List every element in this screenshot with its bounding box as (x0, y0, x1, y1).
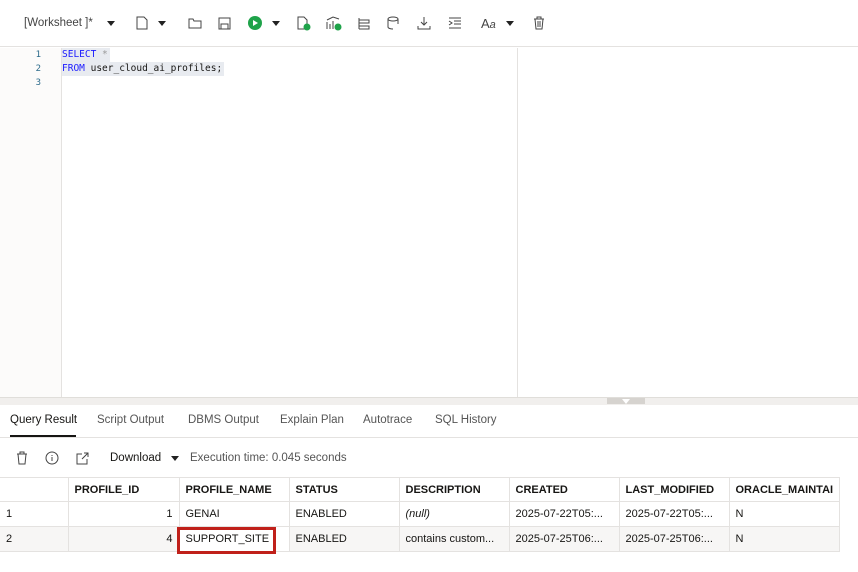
cell[interactable]: 2025-07-22T05:... (619, 501, 730, 527)
active-tab-indicator (10, 435, 76, 437)
new-file-button[interactable] (136, 14, 166, 32)
sql-history-icon (387, 16, 399, 30)
font-case-button[interactable]: Aa (481, 14, 514, 32)
clear-results-button[interactable] (16, 449, 28, 467)
tab-script-output[interactable]: Script Output (97, 414, 165, 426)
column-header[interactable]: STATUS (289, 477, 400, 502)
cell[interactable]: 2025-07-25T06:... (509, 526, 620, 552)
cell[interactable]: 2025-07-22T05:... (509, 501, 620, 527)
column-header[interactable]: PROFILE_NAME (179, 477, 290, 502)
line-number: 3 (35, 78, 41, 88)
code-text: * (96, 49, 108, 60)
cell[interactable]: (null) (399, 501, 510, 527)
column-header[interactable]: PROFILE_ID (68, 477, 180, 502)
info-icon (45, 451, 59, 465)
format-button[interactable] (448, 14, 462, 32)
sql-history-button[interactable] (387, 14, 401, 32)
download-label: Download (110, 452, 162, 464)
external-link-icon (76, 452, 89, 464)
splitter-handle[interactable] (607, 398, 645, 404)
highlight-box (177, 527, 276, 554)
chevron-down-icon (106, 20, 115, 26)
cell[interactable]: 2025-07-25T06:... (619, 526, 730, 552)
table-row[interactable]: 1 1 GENAI ENABLED (null) 2025-07-22T05:.… (0, 501, 840, 527)
keyword: SELECT (62, 49, 97, 60)
line-number: 2 (35, 64, 41, 74)
autotrace-button[interactable] (357, 14, 371, 32)
info-button[interactable] (45, 449, 59, 467)
run-icon (248, 16, 262, 30)
pane-splitter[interactable] (0, 397, 858, 405)
row-number[interactable]: 2 (0, 526, 69, 552)
code-text: user_cloud_ai_profiles; (84, 63, 223, 74)
new-file-icon (136, 16, 148, 30)
cell[interactable]: ENABLED (289, 501, 400, 527)
cell[interactable]: contains custom... (399, 526, 510, 552)
column-header[interactable]: DESCRIPTION (399, 477, 510, 502)
column-header[interactable]: LAST_MODIFIED (619, 477, 730, 502)
column-header[interactable] (0, 477, 69, 502)
run-script-icon (297, 16, 311, 30)
download-icon (417, 17, 431, 30)
line-gutter: 1 2 3 (0, 48, 62, 397)
tab-sql-history[interactable]: SQL History (435, 414, 497, 426)
open-button[interactable] (188, 14, 202, 32)
tab-dbms-output[interactable]: DBMS Output (188, 414, 259, 426)
open-folder-icon (188, 18, 202, 29)
open-in-new-button[interactable] (76, 449, 89, 467)
row-number[interactable]: 1 (0, 501, 69, 527)
cell[interactable]: 4 (68, 526, 180, 552)
table-row[interactable]: 2 4 SUPPORT_SITE ENABLED contains custom… (0, 526, 840, 552)
chevron-down-icon (171, 455, 180, 461)
chevron-down-icon (272, 20, 280, 26)
worksheet-selector[interactable]: [Worksheet ]* (24, 14, 115, 32)
cell[interactable]: N (729, 526, 840, 552)
cell[interactable]: 1 (68, 501, 180, 527)
header-row: PROFILE_ID PROFILE_NAME STATUS DESCRIPTI… (0, 477, 840, 502)
chevron-down-icon (622, 399, 630, 404)
cell[interactable]: ENABLED (289, 526, 400, 552)
run-script-button[interactable] (297, 14, 311, 32)
format-icon (448, 17, 461, 29)
line-number: 1 (35, 50, 41, 60)
explain-plan-button[interactable] (326, 14, 342, 32)
chevron-down-icon (158, 20, 166, 26)
trash-icon (17, 451, 27, 465)
explain-plan-icon (326, 15, 342, 30)
cell[interactable]: GENAI (179, 501, 290, 527)
tab-query-result[interactable]: Query Result (10, 414, 78, 426)
column-header[interactable]: ORACLE_MAINTAI (729, 477, 840, 502)
tab-autotrace[interactable]: Autotrace (363, 414, 413, 426)
toolbar: [Worksheet ]* Aa (0, 0, 858, 47)
cell[interactable]: SUPPORT_SITE (179, 526, 290, 552)
results-grid: PROFILE_ID PROFILE_NAME STATUS DESCRIPTI… (0, 477, 840, 552)
font-case-icon: Aa (481, 15, 496, 31)
execution-time: Execution time: 0.045 seconds (190, 452, 347, 464)
save-icon (218, 17, 231, 29)
run-button[interactable] (248, 14, 280, 32)
column-header[interactable]: CREATED (509, 477, 620, 502)
chevron-down-icon (505, 20, 514, 26)
code-line: FROM user_cloud_ai_profiles; (62, 62, 225, 76)
download-dropdown[interactable]: Download (110, 449, 180, 467)
tab-explain-plan[interactable]: Explain Plan (280, 414, 344, 426)
trash-icon (534, 16, 544, 30)
editor-divider (517, 48, 518, 397)
clear-button[interactable] (533, 14, 545, 32)
cell[interactable]: N (729, 501, 840, 527)
download-button[interactable] (417, 14, 431, 32)
code-line: SELECT * (62, 48, 110, 62)
sql-editor[interactable]: 1 2 3 SELECT * FROM user_cloud_ai_profil… (0, 48, 858, 397)
autotrace-icon (358, 17, 370, 29)
output-tabs: Query Result Script Output DBMS Output E… (0, 406, 858, 438)
save-button[interactable] (218, 14, 231, 32)
keyword: FROM (62, 63, 85, 74)
